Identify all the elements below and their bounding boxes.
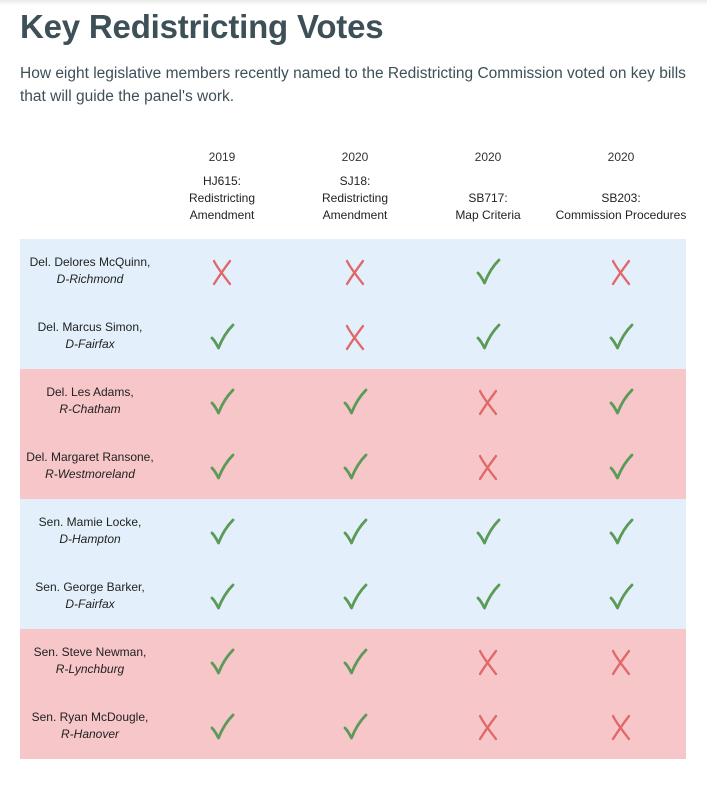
bill-name: SB203: Commission Procedures <box>551 190 691 224</box>
table-row: Sen. George Barker, D-Fairfax <box>20 564 686 629</box>
check-icon <box>207 517 237 547</box>
member-cell: Del. Delores McQuinn, D-Richmond <box>20 254 160 288</box>
member-name: Sen. Ryan McDougle, <box>31 710 149 724</box>
bill-name-line: Amendment <box>189 208 255 222</box>
member-district: D-Fairfax <box>65 337 115 351</box>
page-title: Key Redistricting Votes <box>20 8 384 45</box>
member-name: Del. Delores McQuinn, <box>29 255 151 269</box>
x-icon <box>207 257 237 287</box>
x-icon <box>606 257 636 287</box>
member-name: Sen. Steve Newman, <box>33 645 147 659</box>
table-row: Del. Les Adams, R-Chatham <box>20 369 686 434</box>
member-district: R-Hanover <box>60 727 120 741</box>
bill-name-line: SB203: <box>601 191 641 205</box>
bill-header-0: 2019 HJ615: Redistricting Amendment <box>152 140 292 239</box>
check-icon <box>207 452 237 482</box>
page-subtitle: How eight legislative members recently n… <box>20 65 686 105</box>
table-row: Del. Marcus Simon, D-Fairfax <box>20 304 686 369</box>
x-icon <box>473 452 503 482</box>
member-cell: Del. Marcus Simon, D-Fairfax <box>20 319 160 353</box>
check-icon <box>606 387 636 417</box>
member-cell: Sen. George Barker, D-Fairfax <box>20 579 160 613</box>
table-row: Sen. Mamie Locke, D-Hampton <box>20 499 686 564</box>
bill-year: 2020 <box>341 150 369 164</box>
bill-header-2: 2020 SB717: Map Criteria <box>418 140 558 239</box>
check-icon <box>606 452 636 482</box>
member-cell: Del. Les Adams, R-Chatham <box>20 384 160 418</box>
member-district: D-Richmond <box>56 272 124 286</box>
member-name: Del. Marcus Simon, <box>37 320 143 334</box>
member-cell: Sen. Mamie Locke, D-Hampton <box>20 514 160 548</box>
member-district: D-Hampton <box>59 532 121 546</box>
check-icon <box>207 387 237 417</box>
bill-name-line: Commission Procedures <box>555 208 687 222</box>
bill-name-line: SJ18: <box>339 174 371 188</box>
bill-header-3: 2020 SB203: Commission Procedures <box>551 140 691 239</box>
check-icon <box>340 452 370 482</box>
check-icon <box>473 257 503 287</box>
member-name: Sen. George Barker, <box>35 580 145 594</box>
check-icon <box>340 387 370 417</box>
member-name: Sen. Mamie Locke, <box>38 515 142 529</box>
bill-name-line: Redistricting <box>321 191 389 205</box>
check-icon <box>340 712 370 742</box>
check-icon <box>606 517 636 547</box>
check-icon <box>340 517 370 547</box>
x-icon <box>606 712 636 742</box>
member-cell: Sen. Steve Newman, R-Lynchburg <box>20 644 160 678</box>
x-icon <box>606 647 636 677</box>
bill-name-line: Redistricting <box>188 191 256 205</box>
check-icon <box>473 322 503 352</box>
member-district: R-Lynchburg <box>55 662 125 676</box>
check-icon <box>606 322 636 352</box>
check-icon <box>606 582 636 612</box>
bill-name-line: HJ615: <box>202 174 242 188</box>
check-icon <box>207 712 237 742</box>
member-district: D-Fairfax <box>65 597 115 611</box>
check-icon <box>207 582 237 612</box>
votes-table: Del. Delores McQuinn, D-Richmond Del. Marc… <box>20 239 686 759</box>
table-row: Sen. Ryan McDougle, R-Hanover <box>20 694 686 759</box>
x-icon <box>340 257 370 287</box>
bill-name-line: SB717: <box>468 191 508 205</box>
bill-name: SJ18: Redistricting Amendment <box>285 173 425 224</box>
bill-name-line: Map Criteria <box>455 208 521 222</box>
top-shadow-bar <box>0 0 707 5</box>
bill-header-1: 2020 SJ18: Redistricting Amendment <box>285 140 425 239</box>
x-icon <box>473 387 503 417</box>
table-row: Del. Delores McQuinn, D-Richmond <box>20 239 686 304</box>
table-header-row: 2019 HJ615: Redistricting Amendment 2020 SJ18… <box>20 140 686 239</box>
check-icon <box>473 517 503 547</box>
x-icon <box>473 712 503 742</box>
member-cell: Del. Margaret Ransone, R-Westmoreland <box>20 449 160 483</box>
member-district: R-Westmoreland <box>45 467 135 481</box>
x-icon <box>340 322 370 352</box>
member-name: Del. Les Adams, <box>46 385 134 399</box>
x-icon <box>473 647 503 677</box>
check-icon <box>207 647 237 677</box>
bill-year: 2019 <box>208 150 236 164</box>
member-district: R-Chatham <box>59 402 121 416</box>
check-icon <box>207 322 237 352</box>
check-icon <box>340 647 370 677</box>
member-name: Del. Margaret Ransone, <box>26 450 154 464</box>
table-row: Sen. Steve Newman, R-Lynchburg <box>20 629 686 694</box>
bill-name-line: Amendment <box>322 208 388 222</box>
bill-name: SB717: Map Criteria <box>418 190 558 224</box>
bill-year: 2020 <box>474 150 502 164</box>
check-icon <box>340 582 370 612</box>
check-icon <box>473 582 503 612</box>
bill-name: HJ615: Redistricting Amendment <box>152 173 292 224</box>
bill-year: 2020 <box>607 150 635 164</box>
table-row: Del. Margaret Ransone, R-Westmoreland <box>20 434 686 499</box>
member-cell: Sen. Ryan McDougle, R-Hanover <box>20 709 160 743</box>
